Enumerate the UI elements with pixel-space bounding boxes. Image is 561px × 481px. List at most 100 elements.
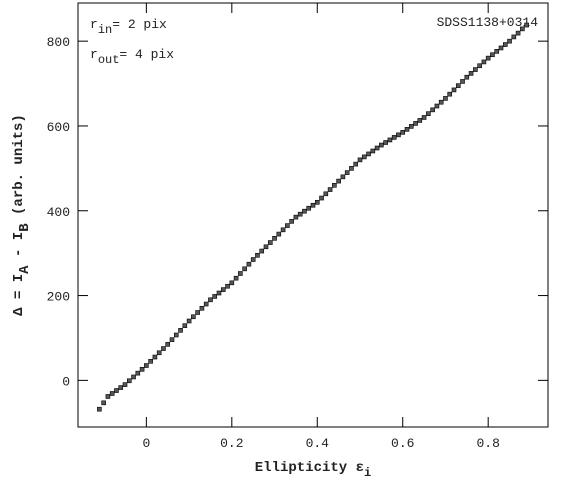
point bbox=[515, 30, 521, 36]
point bbox=[490, 52, 495, 58]
y-tick-label: 600 bbox=[47, 120, 70, 135]
point bbox=[357, 157, 363, 163]
point bbox=[152, 354, 158, 360]
point bbox=[383, 140, 388, 145]
point bbox=[173, 332, 179, 338]
point bbox=[246, 261, 252, 267]
point bbox=[203, 301, 209, 307]
point bbox=[451, 87, 457, 93]
point bbox=[507, 38, 512, 44]
point bbox=[319, 195, 324, 201]
point bbox=[220, 287, 226, 292]
y-label-sub-b: B bbox=[17, 223, 33, 232]
y-label-sub-a: A bbox=[17, 265, 33, 274]
point bbox=[408, 124, 414, 129]
point bbox=[118, 385, 124, 390]
plot-frame bbox=[77, 2, 549, 428]
point bbox=[148, 358, 153, 364]
point bbox=[494, 49, 500, 54]
point bbox=[255, 252, 260, 258]
x-tick-label: 0 bbox=[142, 436, 150, 451]
point bbox=[447, 91, 453, 97]
point bbox=[464, 74, 470, 80]
point bbox=[387, 137, 393, 143]
point bbox=[438, 99, 444, 105]
point bbox=[212, 294, 218, 299]
y-tick-label: 800 bbox=[47, 35, 70, 50]
x-tick-label: 0.8 bbox=[476, 436, 499, 451]
point bbox=[310, 202, 316, 208]
point bbox=[114, 388, 119, 393]
point bbox=[353, 161, 359, 167]
point bbox=[285, 223, 290, 228]
point bbox=[144, 363, 149, 368]
point bbox=[460, 79, 465, 84]
point bbox=[396, 132, 401, 138]
point bbox=[109, 391, 115, 396]
y-tick-label: 200 bbox=[47, 290, 70, 305]
point bbox=[216, 290, 222, 296]
point bbox=[156, 350, 162, 356]
point bbox=[233, 275, 239, 281]
point bbox=[498, 45, 504, 51]
point bbox=[297, 211, 303, 217]
rout-value: = 4 pix bbox=[119, 47, 174, 62]
point bbox=[225, 283, 230, 289]
point bbox=[473, 67, 478, 72]
x-tick-label: 0.6 bbox=[391, 436, 414, 451]
point bbox=[195, 310, 200, 315]
point bbox=[314, 199, 320, 205]
point bbox=[238, 271, 243, 276]
point bbox=[477, 63, 482, 69]
rin-value: = 2 pix bbox=[112, 17, 167, 32]
point bbox=[374, 145, 380, 151]
point bbox=[267, 240, 273, 245]
point bbox=[186, 318, 192, 324]
point bbox=[199, 305, 205, 311]
point bbox=[391, 135, 397, 140]
point bbox=[289, 219, 294, 224]
point bbox=[426, 111, 431, 116]
y-tick-label: 0 bbox=[62, 374, 70, 389]
point bbox=[340, 174, 346, 180]
point bbox=[524, 22, 529, 28]
point bbox=[161, 346, 166, 351]
point bbox=[344, 170, 350, 175]
point bbox=[272, 236, 277, 241]
point bbox=[135, 370, 141, 376]
annotation: SDSS1138+0314 bbox=[437, 15, 539, 30]
point bbox=[242, 266, 247, 272]
point bbox=[404, 127, 410, 132]
point bbox=[481, 59, 487, 65]
point bbox=[327, 187, 333, 192]
point bbox=[455, 83, 461, 88]
point bbox=[250, 257, 256, 262]
rout-note: rout= 4 pix bbox=[90, 47, 174, 67]
point bbox=[443, 96, 448, 101]
rin-sub: in bbox=[98, 23, 112, 37]
y-label-a: Δ = I bbox=[11, 274, 27, 316]
point bbox=[361, 154, 367, 160]
point bbox=[332, 183, 337, 188]
point bbox=[126, 378, 132, 384]
point bbox=[293, 214, 299, 220]
point bbox=[413, 121, 418, 126]
x-label-sub: i bbox=[364, 466, 371, 480]
point bbox=[349, 166, 354, 171]
point bbox=[400, 130, 406, 135]
point bbox=[169, 337, 175, 342]
point bbox=[229, 280, 235, 286]
x-label-main: Ellipticity ε bbox=[255, 460, 364, 476]
x-axis-label: Ellipticity εi bbox=[255, 460, 371, 480]
point bbox=[263, 244, 269, 250]
point bbox=[101, 400, 106, 406]
point bbox=[421, 115, 427, 120]
point bbox=[366, 151, 371, 157]
point bbox=[182, 323, 188, 328]
point bbox=[485, 55, 491, 61]
y-label-b: - I bbox=[11, 232, 27, 266]
y-axis-label: Δ = IA - IB (arb. units) bbox=[11, 114, 33, 316]
point bbox=[139, 367, 145, 372]
